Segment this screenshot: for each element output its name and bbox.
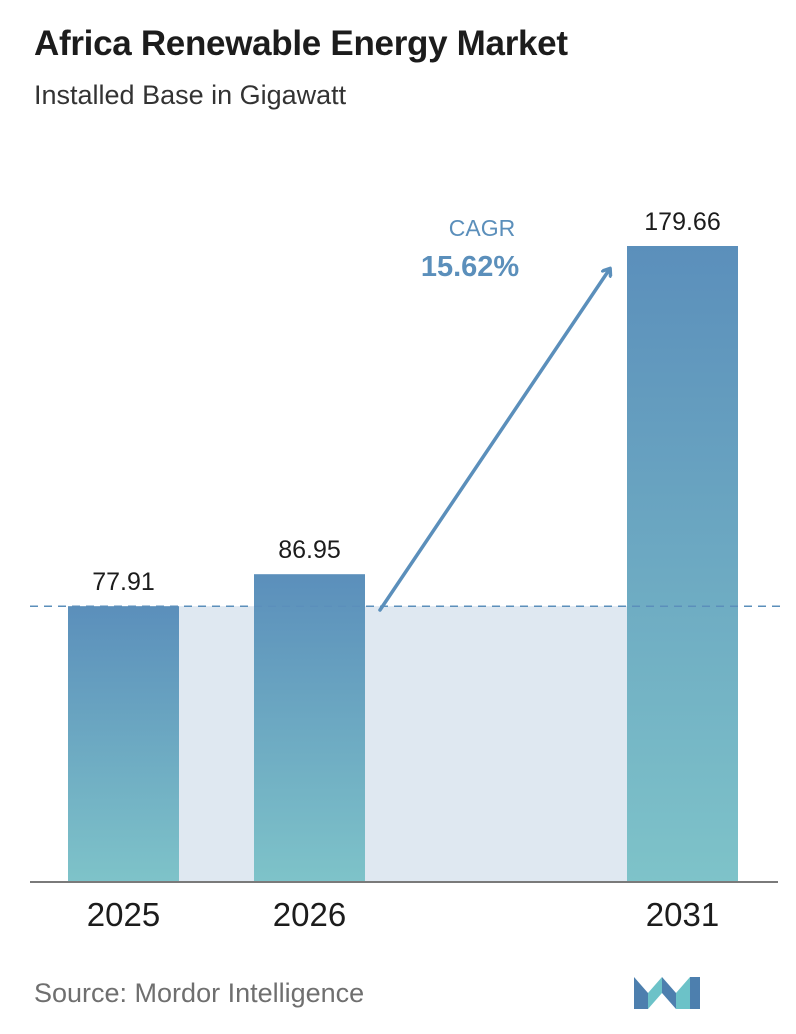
mordor-intelligence-logo-icon [634,977,700,1009]
value-label-2026: 86.95 [278,536,341,564]
cagr-arrow [378,270,609,612]
bar-2025 [68,606,179,882]
cagr-value: 15.62% [421,251,520,283]
bar-2031 [627,246,738,882]
value-label-2031: 179.66 [644,208,720,236]
category-label-2026: 2026 [273,896,346,933]
chart-subtitle: Installed Base in Gigawatt [34,80,347,110]
source-text: Source: Mordor Intelligence [34,978,365,1008]
category-label-2031: 2031 [646,896,719,933]
reference-band [68,606,738,882]
chart-title: Africa Renewable Energy Market [34,24,568,63]
value-label-2025: 77.91 [92,568,155,596]
bar-2026 [254,574,365,882]
cagr-label: CAGR [449,215,515,241]
category-label-2025: 2025 [87,896,160,933]
